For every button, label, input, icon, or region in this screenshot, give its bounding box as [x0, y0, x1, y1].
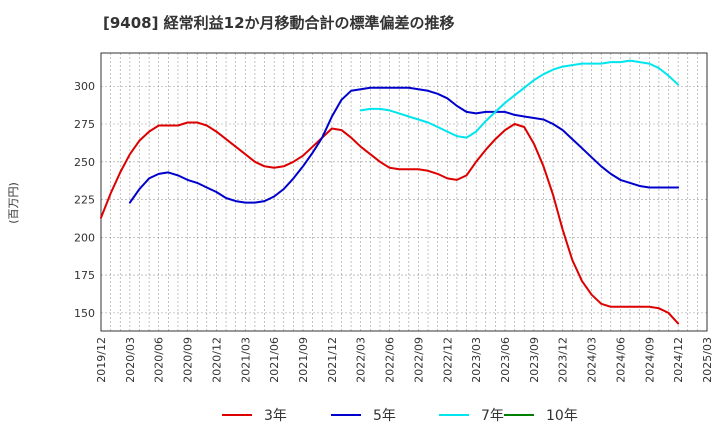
- y-tick-label: 250: [74, 156, 95, 169]
- x-tick-label: 2022/09: [412, 337, 425, 383]
- x-tick-label: 2024/03: [586, 337, 599, 383]
- x-tick-label: 2022/06: [384, 337, 397, 383]
- legend: 3年 5年 7年 10年: [222, 408, 578, 424]
- legend-label-5年: 5年: [373, 408, 396, 424]
- x-tick-label: 2021/12: [326, 337, 339, 383]
- y-tick-label: 300: [74, 80, 95, 93]
- legend-label-3年: 3年: [264, 408, 287, 424]
- x-tick-label: 2022/03: [355, 337, 368, 383]
- x-tick-label: 2021/03: [239, 337, 252, 383]
- chart-title: [9408] 経常利益12か月移動合計の標準偏差の推移: [103, 14, 455, 32]
- x-tick-label: 2023/12: [557, 337, 570, 383]
- plot-frame: [100, 52, 708, 332]
- x-tick-label: 2023/03: [470, 337, 483, 383]
- x-tick-label: 2020/03: [124, 337, 137, 383]
- series-line-7年: [359, 59, 680, 139]
- x-tick-label: 2023/06: [499, 337, 512, 383]
- legend-label-7年: 7年: [481, 408, 504, 424]
- x-tick-label: 2024/09: [643, 337, 656, 383]
- y-tick-label: 150: [74, 307, 95, 320]
- x-tick-label: 2023/09: [528, 337, 541, 383]
- y-tick-label: 275: [74, 118, 95, 131]
- grid-lines: [100, 53, 708, 331]
- x-tick-label: 2024/06: [614, 337, 627, 383]
- y-tick-label: 200: [74, 231, 95, 244]
- y-axis-label: (百万円): [7, 182, 20, 224]
- x-tick-label: 2024/12: [672, 337, 685, 383]
- x-tick-label: 2021/06: [268, 337, 281, 383]
- y-axis-ticks: 150 175 200 225 250 275 300: [74, 80, 95, 320]
- x-tick-label: 2020/06: [153, 337, 166, 383]
- series-line-5年: [128, 86, 680, 204]
- x-axis-ticks: 2019/12 2020/03 2020/06 2020/09 2020/12 2021/…: [95, 337, 714, 383]
- legend-label-10年: 10年: [546, 408, 578, 424]
- series-line-3年: [100, 121, 680, 325]
- x-tick-label: 2020/12: [210, 337, 223, 383]
- x-tick-label: 2025/03: [701, 337, 714, 383]
- y-tick-label: 225: [74, 194, 95, 207]
- x-tick-label: 2021/09: [297, 337, 310, 383]
- series-lines: [100, 59, 680, 325]
- y-tick-label: 175: [74, 269, 95, 282]
- x-tick-label: 2020/09: [182, 337, 195, 383]
- x-tick-label: 2022/12: [441, 337, 454, 383]
- x-tick-label: 2019/12: [95, 337, 108, 383]
